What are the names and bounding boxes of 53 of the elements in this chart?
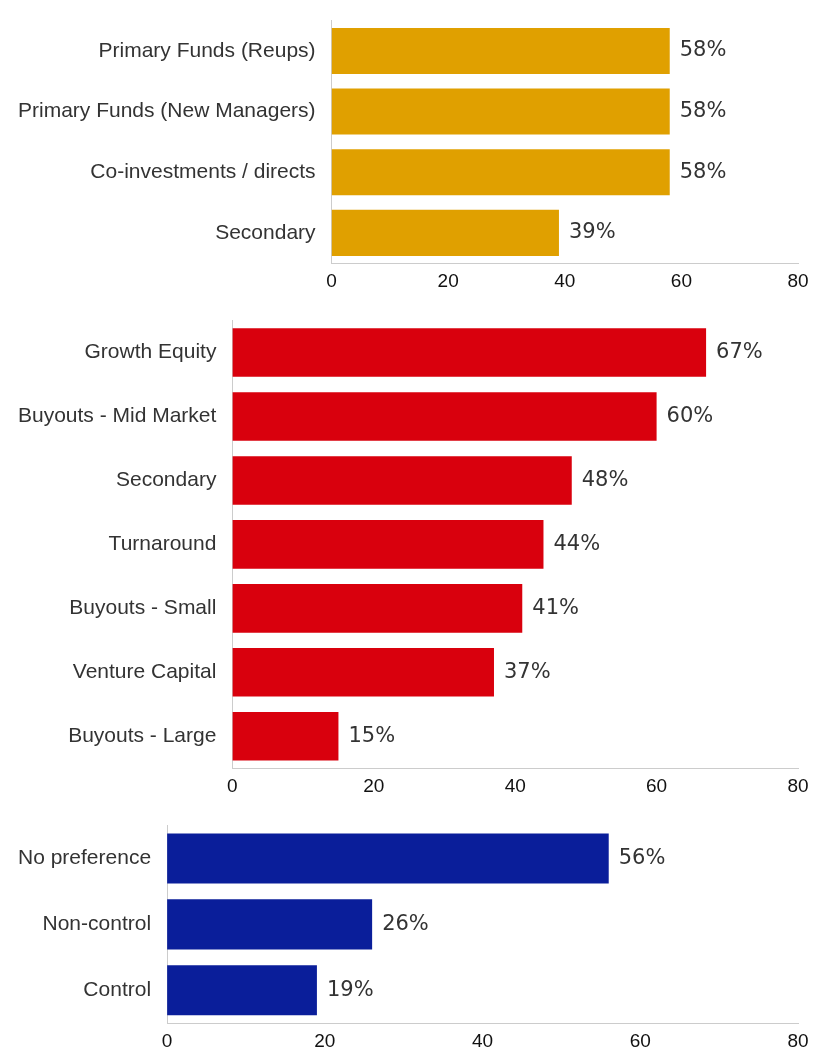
bar [232, 392, 657, 441]
x-tick-label: 20 [363, 774, 385, 796]
y-tick-label: Buyouts - Small [69, 595, 217, 619]
x-tick-label: 0 [161, 1029, 173, 1051]
y-tick-label: Primary Funds (New Managers) [17, 98, 316, 122]
y-tick-label: Turnaround [108, 531, 217, 555]
y-tick-label: Secondary [115, 467, 217, 491]
bar [232, 456, 572, 505]
x-tick-label: 80 [787, 774, 809, 796]
x-tick-label: 0 [326, 269, 337, 291]
x-tick-label: 20 [314, 1029, 336, 1051]
x-tick-label: 80 [787, 1029, 809, 1051]
data-label: 60% [666, 402, 714, 427]
data-label: 58% [679, 98, 727, 123]
y-tick-label: Buyouts - Large [68, 723, 217, 747]
y-tick-label: Buyouts - Mid Market [17, 403, 217, 427]
y-tick-label: Primary Funds (Reups) [98, 37, 316, 61]
data-label: 41% [532, 594, 579, 619]
data-label: 58% [679, 37, 727, 62]
data-label: 15% [348, 722, 396, 747]
bar [232, 647, 494, 697]
y-tick-label: Secondary [215, 219, 317, 243]
x-tick-label: 60 [646, 774, 668, 796]
x-tick-label: 40 [504, 774, 526, 796]
y-tick-label: Co-investments / directs [90, 159, 316, 183]
x-tick-label: 20 [437, 269, 459, 291]
data-label: 56% [618, 844, 666, 869]
data-label: 26% [382, 910, 429, 935]
y-tick-label: No preference [18, 845, 152, 869]
bar [232, 328, 707, 377]
y-tick-label: Non-control [42, 911, 152, 935]
data-label: 44% [553, 530, 601, 555]
x-tick-label: 40 [554, 269, 576, 291]
bar [232, 711, 339, 761]
y-tick-label: Venture Capital [72, 659, 217, 683]
bar [167, 833, 609, 884]
bar [232, 520, 544, 569]
data-label: 48% [581, 466, 629, 491]
bar [167, 899, 373, 950]
bar [232, 584, 523, 633]
x-tick-label: 80 [787, 269, 809, 291]
x-tick-label: 60 [670, 269, 692, 291]
y-tick-label: Control [83, 977, 152, 1001]
data-label: 19% [326, 976, 374, 1001]
data-label: 39% [568, 219, 616, 244]
bar [167, 965, 317, 1016]
data-label: 37% [503, 658, 551, 683]
x-tick-label: 0 [227, 774, 238, 796]
x-tick-label: 40 [471, 1029, 494, 1051]
x-tick-label: 60 [629, 1029, 651, 1051]
y-tick-label: Growth Equity [84, 339, 217, 363]
data-label: 67% [716, 339, 763, 364]
data-label: 58% [679, 158, 727, 183]
